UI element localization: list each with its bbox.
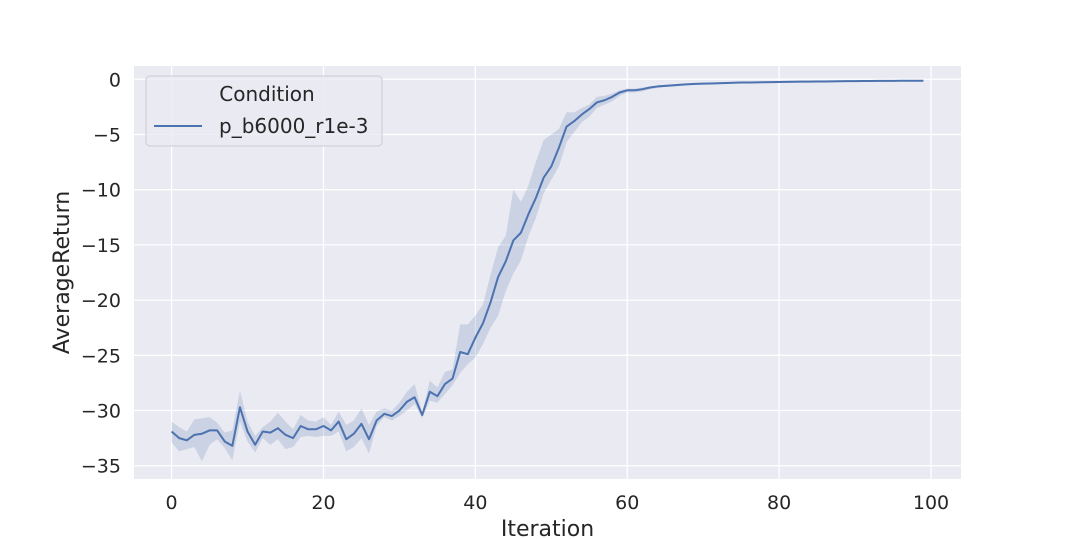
- x-tick-label: 80: [767, 492, 791, 514]
- y-tick-label: −30: [81, 401, 121, 423]
- y-tick-label: −35: [81, 456, 121, 478]
- y-axis-label: AverageReturn: [50, 191, 75, 354]
- series-line-group: [170, 79, 924, 447]
- x-tick-label: 40: [463, 492, 487, 514]
- y-tick-label: −15: [81, 235, 121, 257]
- y-tick-label: −10: [81, 180, 121, 202]
- y-tick-label: −5: [93, 124, 121, 146]
- x-axis-label: Iteration: [501, 517, 594, 539]
- y-tick-label: −25: [81, 345, 121, 367]
- x-tick-label: 20: [311, 492, 335, 514]
- y-tick-label: 0: [109, 69, 121, 91]
- legend-title: Condition: [219, 82, 314, 106]
- x-tick-label: 100: [913, 492, 949, 514]
- legend-entry-label: p_b6000_r1e-3: [219, 114, 368, 138]
- x-tick-label: 0: [166, 492, 178, 514]
- legend-box: [145, 75, 383, 147]
- confidence-band-group: [171, 80, 924, 462]
- series-line: [170, 79, 924, 447]
- series-confidence-band: [171, 80, 924, 462]
- x-tick-label: 60: [615, 492, 639, 514]
- x-tick-labels: 0 20 40 60 80 100: [166, 492, 950, 514]
- legend: Condition p_b6000_r1e-3: [145, 75, 383, 147]
- y-tick-label: −20: [81, 290, 121, 312]
- y-tick-labels: 0 −5 −10 −15 −20 −25 −30 −35: [81, 69, 121, 477]
